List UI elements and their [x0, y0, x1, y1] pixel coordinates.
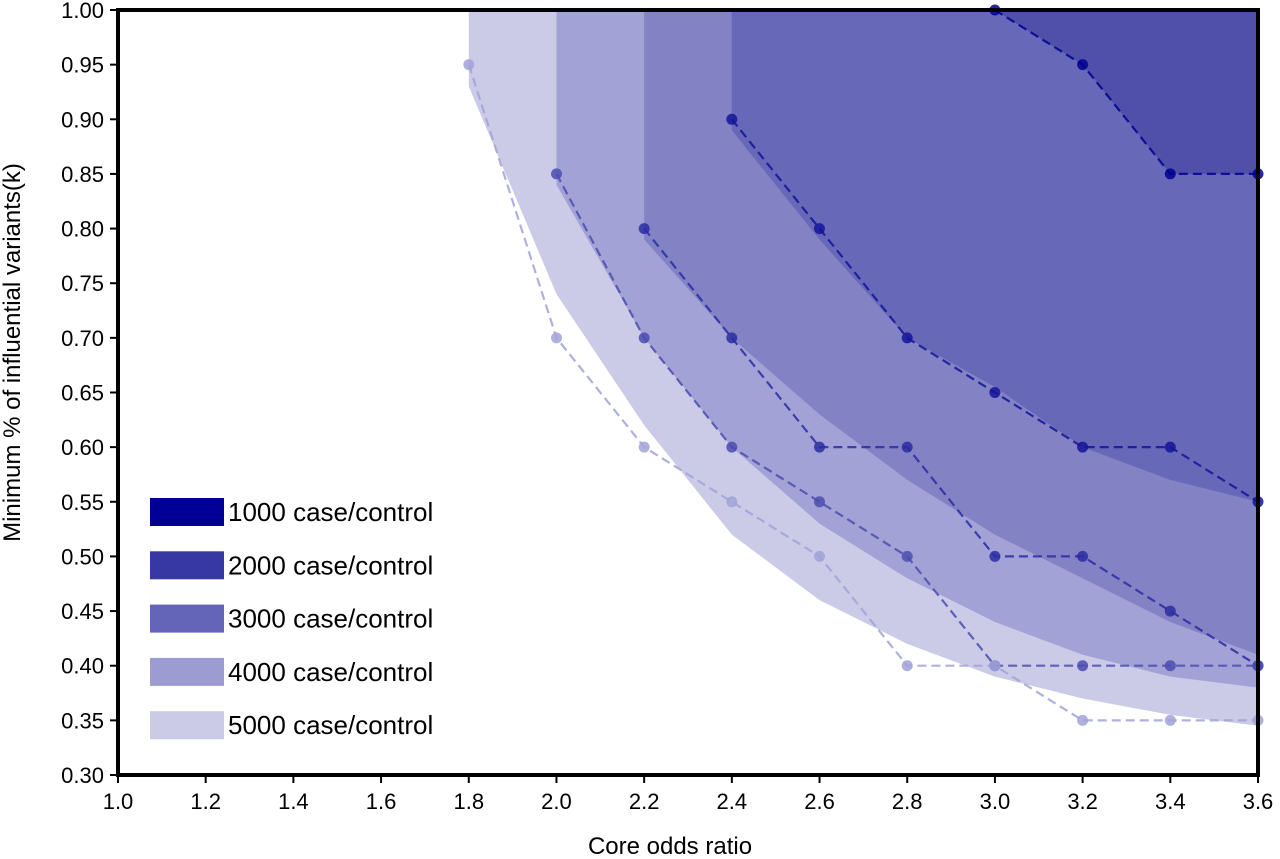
series-points: [463, 4, 1264, 726]
legend-swatch-3000-case-control: [150, 604, 224, 633]
x-tick-label: 2.4: [717, 789, 748, 814]
point-4000-case-control: [551, 168, 562, 180]
legend-label-4000-case-control: 4000 case/control: [228, 657, 433, 687]
line-5000-case-control: [467, 64, 1258, 722]
point-5000-case-control: [1077, 714, 1089, 726]
point-3000-case-control: [901, 441, 913, 453]
point-1000-case-control: [1077, 59, 1089, 71]
y-axis-ticks: 0.30 0.35 0.40 0.45 0.50 0.55 0.60 0.65 0.70 0.75…: [61, 0, 118, 788]
x-tick-label: 2.0: [541, 789, 572, 814]
band-1000-case-control: [994, 10, 1258, 174]
point-4000-case-control: [638, 332, 650, 344]
band-2000-case-control: [731, 10, 1258, 502]
y-tick-label: 0.30: [61, 763, 104, 788]
point-3000-case-control: [989, 550, 1001, 562]
legend-swatch-2000-case-control: [150, 551, 224, 580]
y-tick-label: 0.90: [61, 107, 104, 132]
legend-label-1000-case-control: 1000 case/control: [228, 497, 433, 527]
point-5000-case-control: [726, 496, 738, 508]
x-tick-label: 2.2: [629, 789, 660, 814]
y-tick-label: 0.60: [61, 435, 104, 460]
y-tick-label: 0.65: [61, 381, 104, 406]
point-2000-case-control: [1077, 441, 1089, 453]
point-5000-case-control: [463, 59, 475, 71]
point-5000-case-control: [814, 550, 825, 562]
legend-label-3000-case-control: 3000 case/control: [228, 604, 433, 634]
y-tick-label: 0.40: [61, 654, 104, 679]
legend-label-5000-case-control: 5000 case/control: [228, 710, 433, 740]
y-tick-label: 0.35: [61, 708, 104, 733]
line-1000-case-control: [994, 9, 1258, 175]
x-tick-label: 1.6: [366, 789, 397, 814]
y-tick-label: 0.45: [61, 599, 104, 624]
point-5000-case-control: [901, 660, 913, 672]
x-tick-label: 1.4: [278, 789, 309, 814]
y-axis-label: Minimum % of influential variants(k): [0, 163, 26, 542]
legend-swatch-1000-case-control: [150, 498, 224, 526]
point-5000-case-control: [989, 660, 1001, 672]
point-2000-case-control: [901, 332, 913, 344]
y-tick-label: 1.00: [61, 0, 104, 23]
y-tick-label: 0.50: [61, 544, 104, 569]
point-2000-case-control: [726, 113, 738, 125]
point-4000-case-control: [901, 550, 913, 562]
point-3000-case-control: [726, 332, 738, 344]
x-axis-label: Core odds ratio: [588, 833, 752, 859]
point-4000-case-control: [726, 441, 738, 453]
point-3000-case-control: [814, 441, 825, 453]
y-tick-label: 0.75: [61, 271, 104, 296]
point-2000-case-control: [1164, 441, 1176, 453]
legend-swatch-4000-case-control: [150, 657, 224, 686]
y-tick-label: 0.80: [61, 217, 104, 242]
point-4000-case-control: [1077, 660, 1089, 672]
point-3000-case-control: [638, 223, 650, 235]
point-2000-case-control: [989, 387, 1001, 398]
point-4000-case-control: [814, 496, 825, 508]
x-tick-label: 1.2: [190, 789, 221, 814]
point-4000-case-control: [1164, 660, 1176, 672]
point-3000-case-control: [1077, 550, 1089, 562]
point-5000-case-control: [638, 441, 650, 453]
line-3000-case-control: [643, 227, 1259, 667]
legend-swatch-5000-case-control: [150, 711, 224, 740]
y-tick-label: 0.70: [61, 326, 104, 351]
y-tick-label: 0.85: [61, 162, 104, 187]
point-5000-case-control: [551, 332, 562, 344]
shaded-regions: [468, 10, 1258, 726]
point-2000-case-control: [814, 223, 825, 235]
x-tick-label: 1.8: [453, 789, 484, 814]
point-5000-case-control: [1164, 714, 1176, 726]
legend-label-2000-case-control: 2000 case/control: [228, 550, 433, 580]
x-tick-label: 2.8: [892, 789, 923, 814]
point-1000-case-control: [1164, 168, 1176, 180]
legend: 1000 case/control 2000 case/control 3000 c…: [150, 497, 433, 740]
x-tick-label: 3.0: [980, 789, 1011, 814]
y-tick-label: 0.95: [61, 53, 104, 78]
x-tick-label: 3.4: [1155, 789, 1186, 814]
point-3000-case-control: [1164, 605, 1176, 617]
x-axis-ticks: 1.0 1.2 1.4 1.6 1.8 2.0 2.2 2.4 2.6 2.8 3.0 3.2 3.4 3…: [103, 775, 1274, 814]
y-tick-label: 0.55: [61, 490, 104, 515]
x-tick-label: 2.6: [804, 789, 835, 814]
x-tick-label: 1.0: [103, 789, 134, 814]
x-tick-label: 3.6: [1243, 789, 1274, 814]
x-tick-label: 3.2: [1067, 789, 1098, 814]
